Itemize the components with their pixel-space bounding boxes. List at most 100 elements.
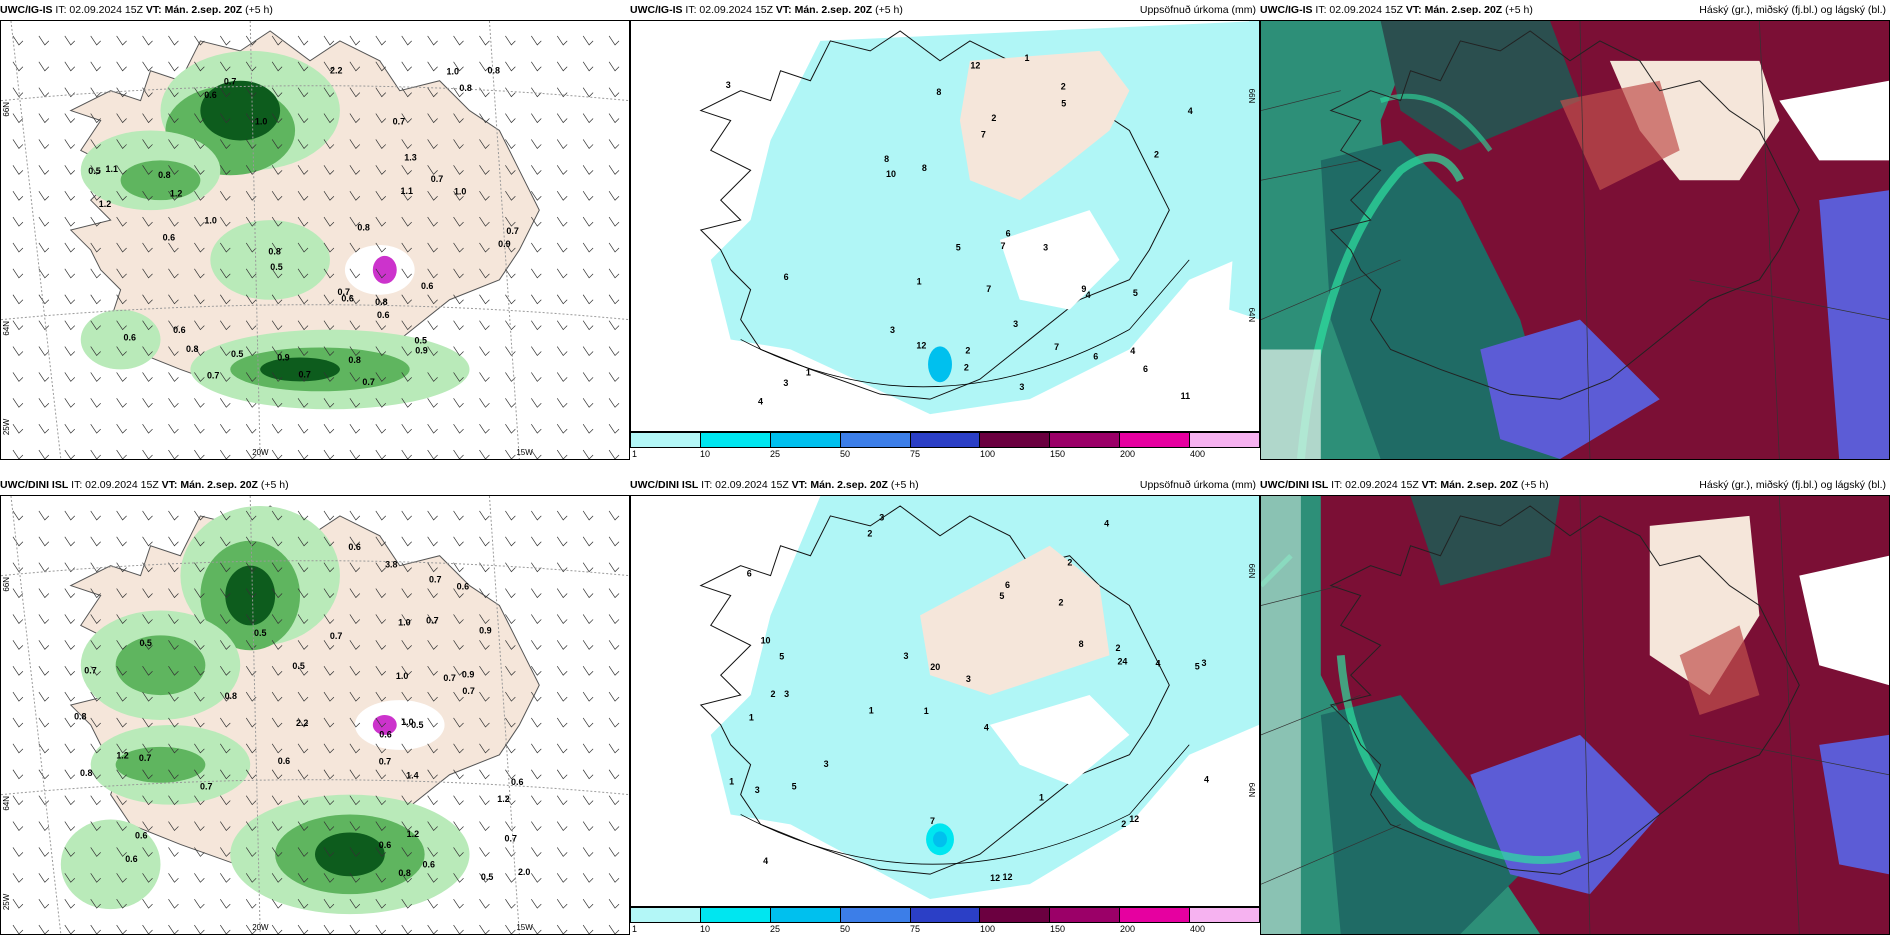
value-label: 0.7: [298, 369, 310, 379]
legend-tick: 150: [1050, 449, 1066, 459]
wind-map[interactable]: 0.7 0.6 0.7 1.2 0.6 0.7 0.9 0.5 0.7 0.6 1.0 0.6 0.8 1…: [0, 495, 630, 935]
wind-barb: [12, 423, 24, 434]
wind-barb: [90, 216, 101, 227]
wind-barb: [453, 666, 464, 676]
value-label: 0.5: [414, 335, 426, 345]
wind-barb: [608, 510, 620, 521]
wind-barb: [64, 640, 76, 650]
wind-barb: [116, 87, 127, 98]
wind-barb: [582, 873, 594, 883]
wind-barb: [505, 898, 516, 909]
precip-map[interactable]: 3 5 6 7 8 1 4 2 6 3 11 10 12 12 7 8 9 6 5 4 3 1 2 3 4 5 8 7 2 3 6 1 2 4 7 3…: [630, 20, 1260, 432]
wind-barb: [245, 242, 257, 253]
value-label: 1.1: [106, 164, 118, 174]
wind-barb: [582, 268, 594, 279]
wind-barb: [479, 423, 490, 434]
wind-barb: [505, 449, 516, 459]
wind-barb: [582, 640, 594, 650]
wind-barb: [582, 795, 594, 806]
wind-barb: [168, 449, 179, 459]
wind-barb: [556, 242, 568, 253]
wind-barb: [168, 294, 179, 305]
wind-barb: [349, 717, 361, 728]
wind-barb: [12, 588, 24, 599]
wind-barb: [608, 847, 620, 857]
value-label: 1.2: [407, 829, 419, 839]
wind-barb: [427, 320, 438, 331]
wind-barb: [297, 743, 309, 754]
wind-barb: [608, 743, 620, 754]
wind-barb: [142, 614, 153, 624]
wind-barb: [608, 268, 620, 279]
wind-barb: [142, 242, 153, 253]
wind-barb: [401, 795, 412, 806]
wind-barb: [375, 640, 387, 650]
cloud-map-svg: [1261, 496, 1889, 934]
cloud-map[interactable]: [1260, 495, 1890, 935]
value-label: 3: [1013, 319, 1018, 329]
wind-barb: [271, 268, 283, 279]
wind-barb: [194, 640, 205, 650]
wind-barb: [608, 924, 620, 934]
wind-barb: [479, 191, 490, 201]
wind-barb: [453, 87, 464, 98]
wind-barb: [220, 769, 231, 780]
wind-barb: [245, 614, 257, 624]
precip-map[interactable]: 3 2 5 1 4 3 6 2 1 5 3 4 2 1 12 12 7 4 8 3 5 2 3 4 1 10 20 24 12 3 2 6 5 3…: [630, 495, 1260, 907]
wind-barb: [90, 640, 101, 650]
wind-barb: [505, 346, 516, 357]
wind-barb: [479, 847, 490, 857]
wind-barb: [12, 268, 24, 279]
wind-barb: [453, 191, 464, 201]
cloud-map[interactable]: [1260, 20, 1890, 460]
wind-barb: [323, 113, 335, 124]
wind-barb: [582, 216, 594, 227]
wind-barb: [505, 717, 516, 728]
wind-barb: [64, 769, 76, 780]
value-label: 1: [924, 706, 929, 716]
wind-barb: [271, 691, 283, 702]
value-label: 1: [869, 706, 874, 716]
model-name: UWC/IG-IS: [1260, 4, 1313, 16]
wind-barb: [194, 510, 205, 521]
wind-barb: [90, 423, 101, 434]
wind-barb: [297, 216, 309, 227]
value-label: 12: [1003, 872, 1013, 882]
wind-barb: [116, 398, 127, 408]
wind-barb: [582, 898, 594, 909]
value-label: 10: [761, 635, 771, 645]
wind-barb: [142, 320, 153, 331]
wind-barb: [608, 87, 620, 98]
wind-barb: [38, 139, 50, 149]
wind-barb: [116, 346, 127, 357]
wind-barb: [271, 924, 283, 934]
wind-barb: [142, 346, 153, 357]
wind-barb: [505, 191, 516, 201]
wind-barb: [531, 139, 542, 149]
wind-barb: [582, 320, 594, 331]
wind-barb: [142, 510, 153, 521]
wind-barb: [323, 562, 335, 573]
wind-barb: [194, 717, 205, 728]
wind-barb: [556, 449, 568, 459]
lat-64-label-right: 64N: [1247, 308, 1256, 323]
wind-barb: [556, 113, 568, 124]
wind-barb: [297, 346, 309, 357]
wind-barb: [194, 666, 205, 676]
wind-barb: [375, 449, 387, 459]
value-label: 8: [884, 154, 889, 164]
wind-map[interactable]: 0.7 0.6 0.6 0.8 0.7 0.8 0.9 1.0 0.5 0.8 0.6 0.5 0.8 0…: [0, 20, 630, 460]
wind-barb: [271, 821, 283, 832]
value-label: 0.7: [84, 666, 96, 676]
wind-barb: [323, 795, 335, 806]
wind-barb: [245, 216, 257, 227]
wind-barb: [38, 423, 50, 434]
wind-barb: [168, 87, 179, 98]
wind-barb: [453, 795, 464, 806]
wind-barb: [297, 61, 309, 72]
lead-time: (+5 h): [245, 4, 273, 16]
wind-barb: [38, 61, 50, 72]
legend-swatch: [770, 908, 841, 922]
wind-barb: [64, 320, 76, 331]
wind-barb: [64, 614, 76, 624]
